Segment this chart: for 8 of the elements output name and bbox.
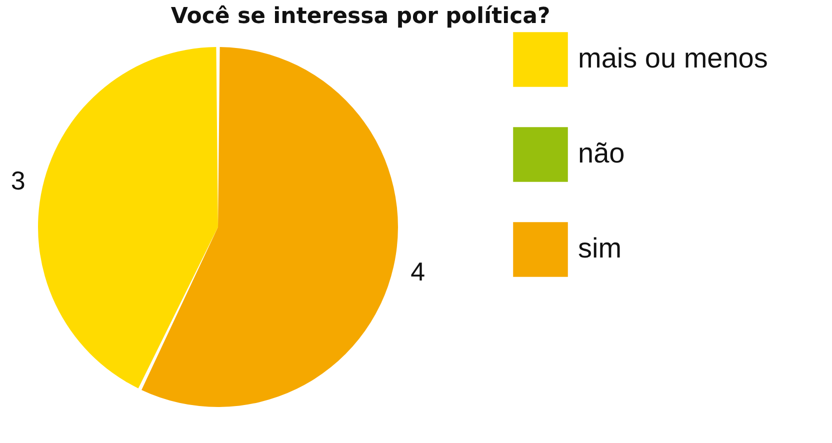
legend-label: não <box>578 138 625 168</box>
data-label: 3 <box>10 165 26 196</box>
data-label: 4 <box>410 256 426 287</box>
legend-label: mais ou menos <box>578 42 768 74</box>
chart-title: Você se interessa por política? <box>170 4 550 29</box>
legend-label: sim <box>578 232 622 264</box>
pie-slice <box>142 47 398 407</box>
pie-slice <box>38 47 218 388</box>
